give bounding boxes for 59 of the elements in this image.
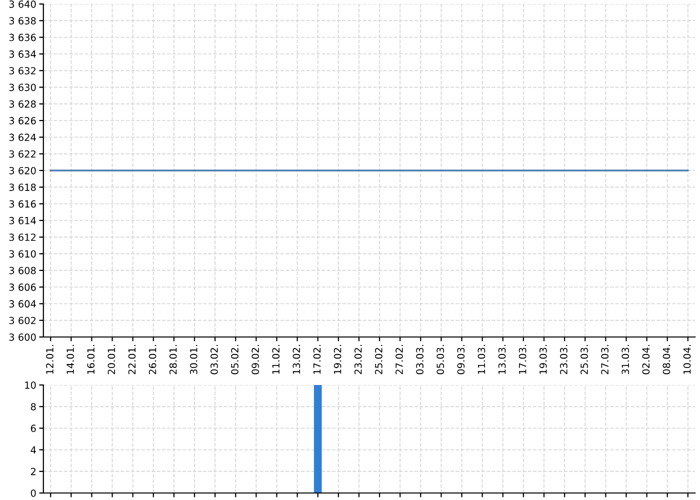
x-tick-label: 23.03. — [560, 344, 568, 374]
y-tick-label: 3 604 — [9, 300, 36, 308]
y-tick-label: 3 612 — [9, 234, 36, 241]
y-tick-label: 3 632 — [9, 67, 36, 74]
x-tick-label: 25.03. — [580, 344, 588, 374]
x-tick-label: 26.01. — [148, 344, 156, 374]
y-tick-label: 8 — [30, 403, 36, 410]
y-tick-label: 3 638 — [9, 17, 36, 24]
x-tick-label: 23.02. — [354, 344, 362, 374]
y-tick-label: 3 630 — [9, 84, 36, 92]
x-tick-label: 09.03. — [457, 344, 465, 374]
y-tick-label: 3 628 — [9, 100, 36, 108]
y-tick-label: 3 624 — [9, 134, 36, 142]
x-tick-label: 20.01. — [108, 344, 116, 374]
x-tick-label: 13.02. — [292, 344, 300, 374]
x-tick-label: 25.02. — [374, 344, 382, 374]
y-tick-label: 3 610 — [9, 250, 36, 258]
x-tick-label: 05.02. — [231, 344, 238, 374]
y-tick-label: 3 626 — [9, 117, 36, 124]
y-tick-label: 3 602 — [9, 316, 36, 324]
x-tick-label: 11.03. — [478, 344, 486, 374]
x-tick-label: 03.02. — [210, 344, 218, 374]
x-tick-label: 22.01. — [128, 344, 136, 374]
y-tick-label: 0 — [30, 489, 36, 497]
x-tick-label: 27.03. — [601, 344, 608, 374]
y-tick-label: 2 — [30, 468, 36, 476]
x-tick-label: 14.01. — [66, 344, 74, 374]
y-tick-label: 3 618 — [9, 184, 36, 191]
y-tick-label: 6 — [30, 424, 36, 432]
x-tick-label: 05.03. — [436, 344, 444, 374]
x-tick-label: 09.02. — [252, 344, 259, 374]
x-tick-label: 03.03. — [416, 344, 424, 374]
x-tick-label: 11.02. — [272, 344, 280, 374]
x-tick-label: 02.04. — [642, 344, 650, 374]
y-tick-label: 3 616 — [9, 200, 36, 208]
x-tick-label: 27.02. — [396, 344, 403, 374]
x-tick-label: 08.04. — [662, 344, 670, 374]
y-tick-label: 3 636 — [9, 34, 36, 42]
x-tick-label: 19.02. — [334, 344, 342, 374]
y-tick-label: 10 — [25, 381, 36, 389]
x-tick-label: 17.02. — [313, 344, 321, 374]
x-tick-label: 16.01. — [87, 344, 95, 374]
y-tick-label: 3 620 — [9, 166, 36, 174]
x-tick-label: 19.03. — [539, 344, 547, 374]
y-tick-label: 3 608 — [9, 266, 36, 274]
y-tick-label: 3 634 — [9, 50, 36, 58]
y-tick-label: 3 606 — [9, 284, 36, 291]
x-tick-label: 30.01. — [190, 344, 198, 374]
x-tick-label: 28.01. — [169, 344, 177, 374]
x-tick-label: 31.03. — [622, 344, 630, 374]
y-tick-label: 4 — [30, 446, 36, 454]
y-tick-label: 3 600 — [9, 333, 36, 341]
x-tick-label: 10.04. — [683, 344, 691, 374]
y-tick-label: 3 614 — [9, 216, 36, 224]
x-tick-label: 12.01. — [46, 344, 54, 374]
x-tick-label: 17.03. — [518, 344, 526, 374]
y-tick-label: 3 640 — [9, 0, 36, 8]
x-tick-label: 13.03. — [498, 344, 506, 374]
y-tick-label: 3 622 — [9, 150, 36, 158]
